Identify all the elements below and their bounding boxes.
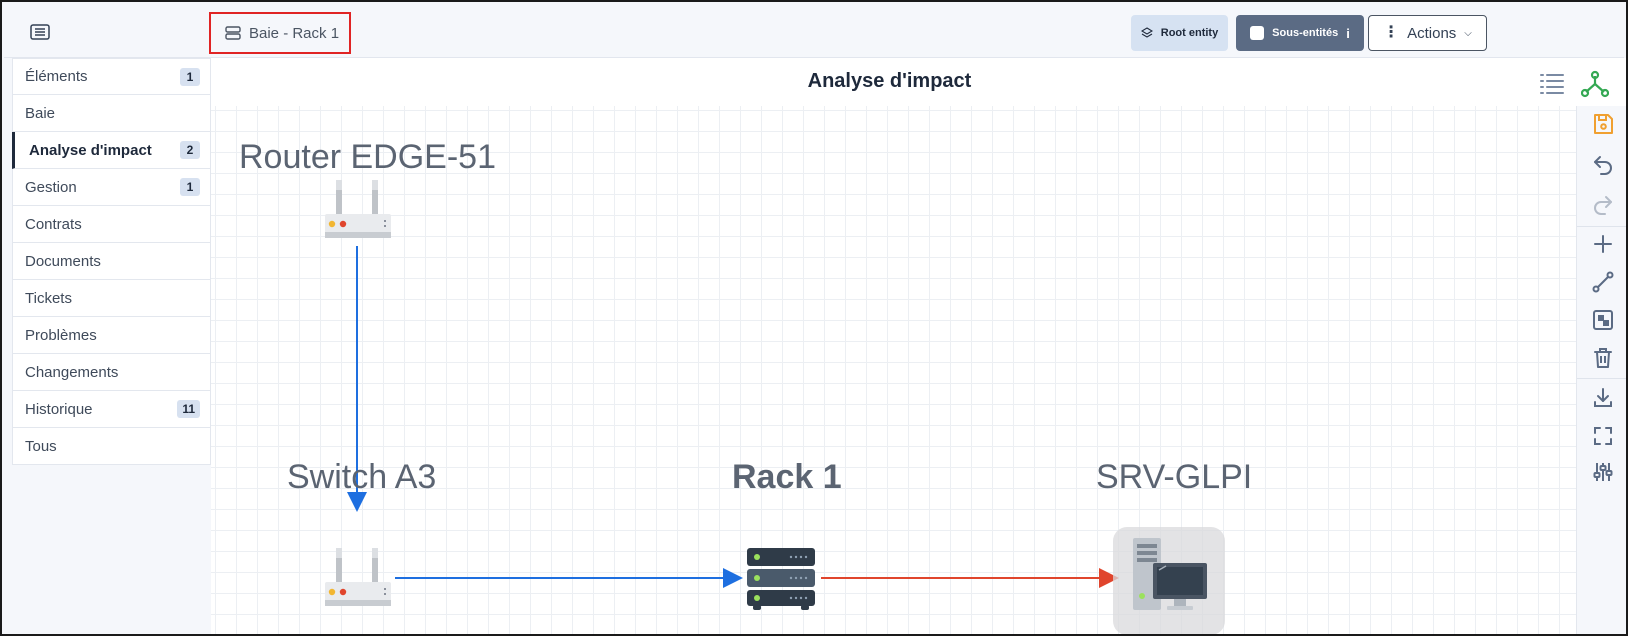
count-badge: 1 bbox=[180, 178, 200, 196]
info-icon[interactable]: i bbox=[1346, 25, 1350, 41]
layers-icon bbox=[1140, 27, 1153, 38]
sidebar-item-label: Contrats bbox=[25, 215, 82, 233]
breadcrumb-label: Baie - Rack 1 bbox=[249, 24, 340, 42]
sidebar-item-label: Baie bbox=[25, 104, 56, 122]
sidebar-item-label: Problèmes bbox=[25, 326, 97, 344]
toggle-sidebar-icon[interactable] bbox=[30, 24, 50, 40]
actions-label: Actions bbox=[1407, 24, 1457, 42]
undo-icon[interactable] bbox=[1591, 152, 1615, 176]
list-view-icon[interactable] bbox=[1539, 72, 1565, 94]
node-router-label: Router EDGE-51 bbox=[239, 138, 496, 176]
count-badge: 11 bbox=[177, 400, 200, 418]
compound-icon[interactable] bbox=[1591, 308, 1615, 332]
count-badge: 1 bbox=[180, 67, 200, 86]
fullscreen-icon[interactable] bbox=[1591, 424, 1615, 448]
sidebar-item-contracts[interactable]: Contrats bbox=[12, 206, 211, 243]
add-icon[interactable] bbox=[1591, 232, 1615, 256]
sidebar-item-management[interactable]: Gestion 1 bbox=[12, 169, 211, 206]
top-bar: Baie - Rack 1 Root entity Sous-entités i… bbox=[4, 4, 1624, 58]
router-icon[interactable] bbox=[323, 176, 393, 246]
sidebar-item-tickets[interactable]: Tickets bbox=[12, 280, 211, 317]
kebab-icon: ⋮ bbox=[1383, 24, 1400, 41]
impact-graph-canvas[interactable]: Router EDGE-51 Switch A3 bbox=[211, 106, 1576, 634]
graph-edges bbox=[347, 246, 1119, 588]
root-entity-button[interactable]: Root entity bbox=[1131, 15, 1228, 51]
graph-view-icon[interactable] bbox=[1581, 70, 1609, 98]
sidebar-item-elements[interactable]: Éléments 1 bbox=[12, 58, 211, 95]
delete-icon[interactable] bbox=[1591, 346, 1615, 370]
main-panel: Analyse d'impact bbox=[211, 58, 1626, 634]
save-icon[interactable] bbox=[1591, 112, 1615, 136]
rack-server-icon[interactable] bbox=[745, 546, 817, 610]
count-badge: 2 bbox=[180, 141, 200, 159]
sidebar-item-label: Analyse d'impact bbox=[29, 141, 152, 159]
page-title: Analyse d'impact bbox=[807, 70, 972, 92]
actions-button[interactable]: ⋮ Actions ⌵ bbox=[1368, 15, 1487, 51]
toolbar-divider bbox=[1577, 226, 1626, 227]
sidebar-item-label: Historique bbox=[25, 400, 93, 418]
node-rack-label: Rack 1 bbox=[732, 458, 842, 496]
chevron-down-icon: ⌵ bbox=[1464, 27, 1472, 39]
computer-icon[interactable] bbox=[1129, 536, 1211, 620]
settings-icon[interactable] bbox=[1591, 460, 1615, 484]
sidebar-item-label: Documents bbox=[25, 252, 101, 270]
toolbar-divider bbox=[1577, 378, 1626, 379]
node-srv-label: SRV-GLPI bbox=[1096, 458, 1253, 496]
sub-entities-checkbox[interactable] bbox=[1250, 26, 1265, 40]
sidebar-item-baie[interactable]: Baie bbox=[12, 95, 211, 132]
root-entity-label: Root entity bbox=[1160, 27, 1219, 39]
edge-icon[interactable] bbox=[1591, 270, 1615, 294]
sidebar-item-label: Tous bbox=[25, 437, 57, 455]
sidebar-item-label: Gestion bbox=[25, 178, 77, 196]
sidebar-item-documents[interactable]: Documents bbox=[12, 243, 211, 280]
sub-entities-toggle[interactable]: Sous-entités i bbox=[1236, 15, 1364, 51]
sidebar-item-label: Changements bbox=[25, 363, 119, 381]
graph-toolbar bbox=[1576, 106, 1626, 634]
node-switch-label: Switch A3 bbox=[287, 458, 437, 496]
sidebar-item-changes[interactable]: Changements bbox=[12, 354, 211, 391]
sidebar-item-label: Éléments bbox=[25, 68, 88, 85]
sub-entities-label: Sous-entités bbox=[1272, 27, 1339, 39]
sidebar-item-impact-analysis[interactable]: Analyse d'impact 2 bbox=[12, 132, 211, 169]
rack-icon bbox=[225, 26, 241, 40]
sidebar: Éléments 1 Baie Analyse d'impact 2 Gesti… bbox=[12, 58, 211, 465]
sidebar-item-all[interactable]: Tous bbox=[12, 428, 211, 465]
redo-icon[interactable] bbox=[1591, 192, 1615, 216]
download-icon[interactable] bbox=[1591, 386, 1615, 410]
sidebar-item-history[interactable]: Historique 11 bbox=[12, 391, 211, 428]
breadcrumb[interactable]: Baie - Rack 1 bbox=[209, 12, 351, 54]
sidebar-item-label: Tickets bbox=[25, 289, 72, 307]
sidebar-item-problems[interactable]: Problèmes bbox=[12, 317, 211, 354]
router-icon[interactable] bbox=[323, 544, 393, 614]
